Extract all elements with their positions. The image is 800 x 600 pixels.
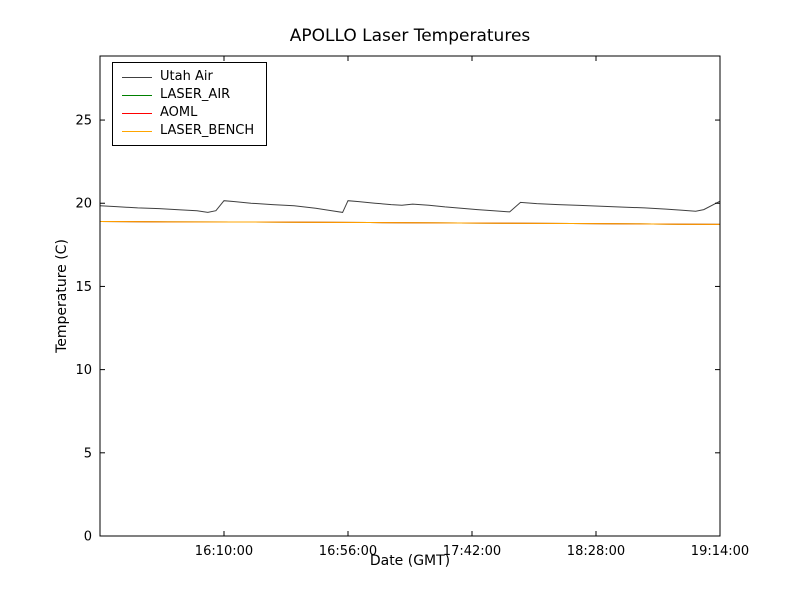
series-line-laser-bench xyxy=(99,221,721,225)
legend-line-utah-air xyxy=(122,76,152,78)
legend-line-aoml xyxy=(122,112,152,114)
legend-line-laser-bench xyxy=(122,130,152,132)
chart-title: APOLLO Laser Temperatures xyxy=(289,26,531,46)
y-tick-label: 25 xyxy=(75,114,92,129)
y-tick-label: 0 xyxy=(84,530,92,545)
x-tick-label: 17:42:00 xyxy=(443,544,501,559)
x-tick-label: 16:10:00 xyxy=(195,544,253,559)
y-axis-label: Temperature (C) xyxy=(54,239,70,353)
legend-item-laser-bench: LASER_BENCH xyxy=(122,122,254,140)
legend-item-utah-air: Utah Air xyxy=(122,68,254,86)
legend-label: LASER_BENCH xyxy=(160,123,255,138)
y-tick-label: 5 xyxy=(84,446,92,461)
x-tick-label: 16:56:00 xyxy=(319,544,377,559)
x-tick-label: 19:14:00 xyxy=(691,544,749,559)
legend: Utah Air LASER_AIR AOML LASER_BENCH xyxy=(112,62,268,146)
legend-label: LASER_AIR xyxy=(160,87,231,102)
y-tick-label: 15 xyxy=(75,280,92,295)
y-tick-label: 20 xyxy=(75,197,92,212)
axes-frame xyxy=(99,55,721,537)
series-line-utah-air xyxy=(99,200,721,213)
legend-label: AOML xyxy=(160,105,198,120)
y-tick-label: 10 xyxy=(75,363,92,378)
legend-label: Utah Air xyxy=(160,69,213,84)
legend-item-aoml: AOML xyxy=(122,104,254,122)
legend-line-laser-air xyxy=(122,94,152,96)
x-axis-label: Date (GMT) xyxy=(369,553,451,569)
legend-item-laser-air: LASER_AIR xyxy=(122,86,254,104)
x-tick-label: 18:28:00 xyxy=(567,544,625,559)
